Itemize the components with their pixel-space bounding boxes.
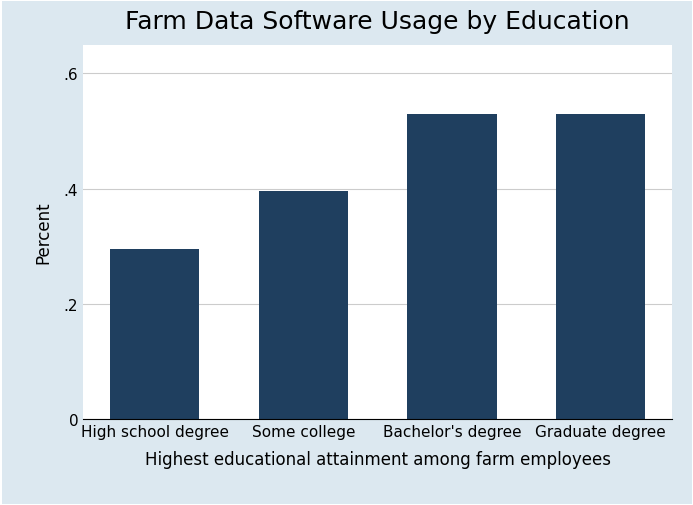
Y-axis label: Percent: Percent	[35, 201, 53, 264]
Title: Farm Data Software Usage by Education: Farm Data Software Usage by Education	[125, 10, 630, 34]
Bar	[110, 249, 199, 419]
Bar	[407, 115, 497, 419]
Bar	[258, 192, 348, 419]
Bar	[556, 115, 645, 419]
X-axis label: Highest educational attainment among farm employees: Highest educational attainment among far…	[145, 450, 611, 468]
